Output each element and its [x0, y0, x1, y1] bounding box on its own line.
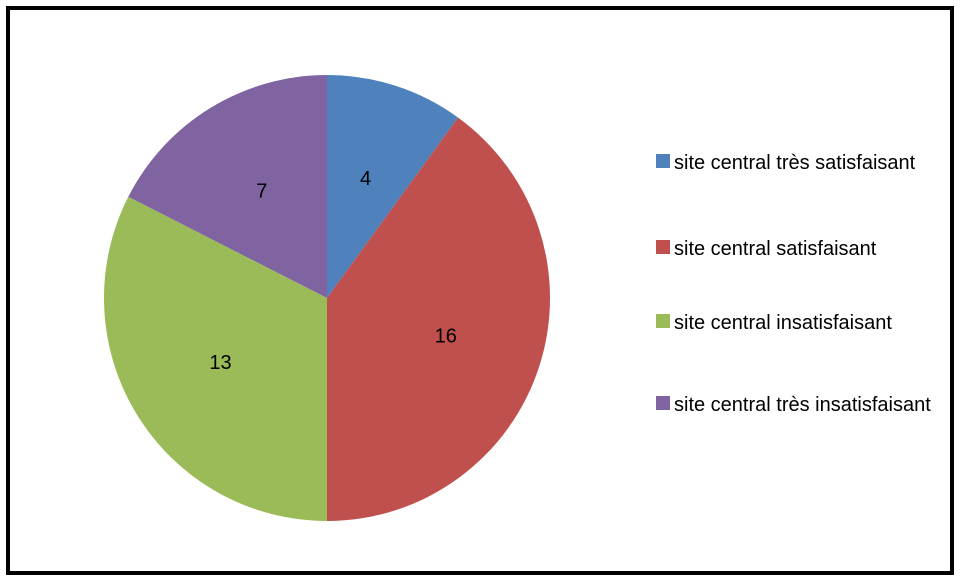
legend-swatch-green — [656, 314, 670, 328]
legend-label: site central très satisfaisant — [674, 152, 916, 174]
legend-label: site central satisfaisant — [674, 238, 877, 260]
pie-slice-tres-satisfaisant — [327, 75, 459, 298]
data-label-tres-satisfaisant: 4 — [360, 168, 371, 190]
legend-swatch-blue — [656, 154, 670, 168]
pie-chart: 4 16 13 7 — [103, 75, 550, 522]
data-label-satisfaisant: 16 — [435, 326, 457, 348]
data-label-tres-insatisfaisant: 7 — [256, 181, 267, 203]
data-label-insatisfaisant: 13 — [209, 352, 231, 374]
legend-label: site central très insatisfaisant — [674, 394, 931, 416]
pie-data-labels: 4 16 13 7 — [209, 168, 456, 374]
legend-item-tres-insatisfaisant: site central très insatisfaisant — [656, 390, 956, 420]
legend-item-tres-satisfaisant: site central très satisfaisant — [656, 148, 956, 178]
legend-label: site central insatisfaisant — [674, 312, 892, 334]
pie-slice-tres-insatisfaisant — [128, 75, 327, 298]
legend-swatch-red — [656, 240, 670, 254]
legend-swatch-purple — [656, 396, 670, 410]
pie-slice-satisfaisant — [327, 117, 550, 522]
legend-item-satisfaisant: site central satisfaisant — [656, 234, 956, 264]
pie-slices — [103, 75, 550, 522]
pie-slice-insatisfaisant — [103, 196, 327, 521]
chart-frame: 4 16 13 7 site central très satisfaisant si… — [6, 6, 954, 575]
legend-item-insatisfaisant: site central insatisfaisant — [656, 308, 956, 338]
